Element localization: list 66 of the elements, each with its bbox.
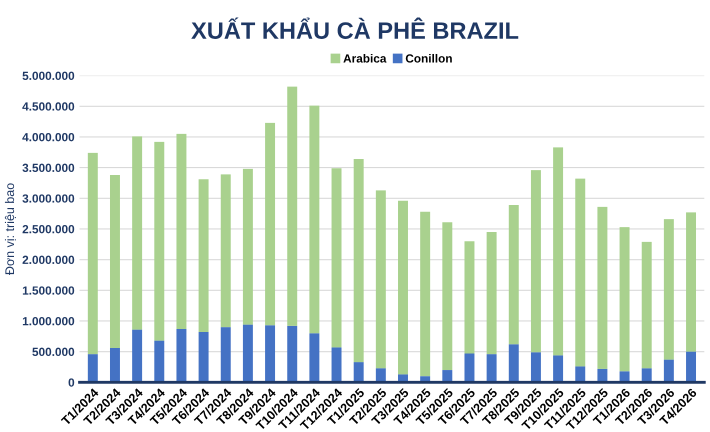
bar: [332, 168, 342, 348]
bar: [287, 86, 298, 326]
bar: [265, 122, 276, 326]
bar: [220, 327, 231, 382]
bar: [620, 227, 630, 372]
bar: [420, 212, 430, 376]
y-tick-label: 0: [68, 378, 74, 387]
bar: [154, 142, 164, 341]
y-axis-title: Đơn vị: triệu bao: [4, 183, 16, 276]
bar: [220, 174, 231, 328]
bar: [198, 332, 209, 382]
y-tick-label: 3.000.000: [22, 194, 74, 203]
bar: [88, 152, 98, 354]
bar: [553, 355, 564, 382]
chart-title: XUẤT KHẨU CÀ PHÊ BRAZIL: [191, 18, 518, 39]
bar: [154, 340, 164, 382]
bar: [642, 368, 652, 382]
bar: [110, 348, 120, 382]
bar: [198, 179, 209, 332]
y-tick-label: 2.000.000: [22, 256, 74, 264]
y-tick-label: 500.000: [32, 348, 74, 356]
bar: [287, 326, 298, 382]
bar: [309, 106, 320, 334]
bar: [597, 206, 608, 369]
bar: [398, 200, 408, 374]
bar: [508, 344, 519, 382]
y-tick-label: 5.000.000: [22, 72, 74, 80]
bar: [464, 241, 474, 354]
y-tick-label: 3.500.000: [22, 164, 74, 172]
y-tick-label: 4.500.000: [22, 102, 74, 111]
bar: [686, 352, 696, 382]
bar: [309, 333, 320, 382]
bar: [88, 354, 98, 382]
bar: [508, 205, 519, 344]
bar: [553, 147, 564, 356]
y-tick-label: 1.000.000: [22, 317, 74, 326]
bar: [530, 352, 541, 382]
bar: [242, 168, 253, 325]
bar: [132, 136, 142, 330]
bar: [242, 324, 253, 382]
bar: [442, 370, 452, 382]
y-tick-label: 2.500.000: [22, 224, 74, 234]
legend-label: Arabica: [343, 54, 387, 63]
bar: [642, 242, 652, 368]
bar: [376, 190, 386, 368]
bar: [664, 219, 674, 360]
bar: [664, 360, 674, 382]
y-tick-label: 1.500.000: [22, 286, 74, 295]
legend-label: Conillon: [406, 54, 452, 63]
y-tick-label: 4.000.000: [22, 132, 74, 142]
bar: [332, 347, 342, 382]
bar: [354, 362, 364, 382]
bar: [265, 325, 276, 382]
bar: [354, 159, 364, 362]
bar: [686, 212, 696, 352]
bar: [442, 222, 452, 370]
bar: [486, 232, 497, 354]
bar: [110, 174, 120, 348]
bar: [176, 328, 186, 382]
bar: [530, 170, 541, 352]
bar: [376, 368, 386, 382]
bar: [575, 178, 586, 366]
bar: [486, 354, 497, 382]
bar: [132, 330, 142, 382]
bar: [464, 353, 474, 382]
bar: [176, 134, 186, 329]
